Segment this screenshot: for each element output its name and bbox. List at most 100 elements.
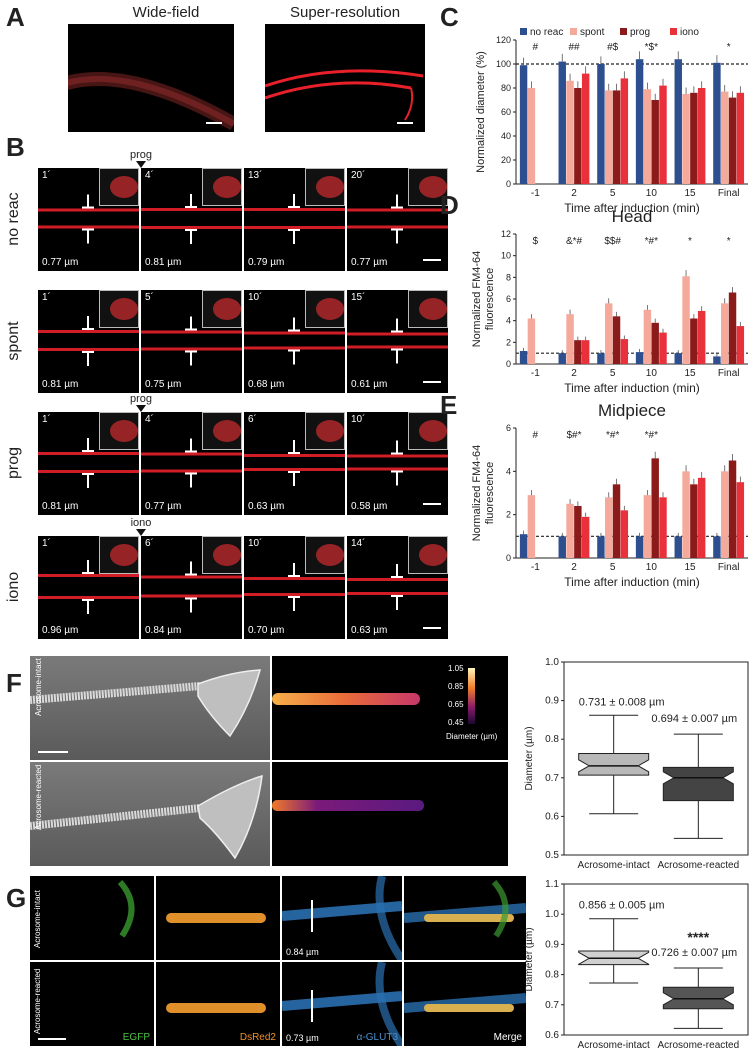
timelapse-frame: 1´ 0.96 µm — [38, 536, 139, 639]
bar-no-reac — [713, 62, 721, 184]
frame-time: 10´ — [248, 538, 263, 549]
bar-spont — [566, 503, 574, 558]
legend-label: prog — [630, 27, 650, 38]
x-tick-label: Acrosome-intact — [578, 860, 650, 871]
timelapse-frame: 10´ 0.58 µm — [347, 412, 448, 515]
legend-swatch — [670, 28, 677, 35]
bar-spont — [721, 91, 729, 184]
timelapse-frame: 4´ 0.81 µm — [141, 168, 242, 271]
colorbar-tick-3: 0.65 — [448, 700, 464, 709]
y-tick-label: 4 — [506, 466, 511, 476]
bar-prog — [612, 484, 621, 558]
bar-iono — [620, 510, 629, 558]
frame-diameter-value: 0.96 µm — [42, 625, 79, 636]
chart-f-boxplot: 0.5 0.6 0.7 0.8 0.9 1.0 Diameter (µm) 0.731 ± 0… — [524, 657, 749, 871]
stimulus-marker: prog — [127, 150, 155, 168]
fluorescence-image: DsRed2 — [156, 962, 280, 1046]
stimulus-marker: iono — [127, 518, 155, 536]
significance-label: $$# — [604, 236, 621, 247]
bar-prog — [728, 460, 737, 558]
y-tick-label: 0 — [506, 179, 511, 189]
inset-head-image — [202, 168, 242, 206]
colorbar-title: Diameter (µm) — [446, 732, 498, 741]
frame-diameter-value: 0.68 µm — [248, 379, 285, 390]
panel-letter-g: G — [6, 883, 27, 913]
y-tick-label: 6 — [506, 294, 511, 304]
frame-diameter-value: 0.61 µm — [351, 379, 388, 390]
wide-field-title: Wide-field — [132, 4, 200, 21]
x-tick-label: Acrosome-reacted — [657, 1040, 739, 1051]
y-tick-label: 0.9 — [545, 939, 559, 950]
bar-no-reac — [597, 353, 605, 364]
bar-spont — [605, 90, 613, 184]
y-tick-label: 0.7 — [545, 1000, 559, 1011]
frame-time: 1´ — [42, 538, 51, 549]
bar-no-reac — [635, 536, 644, 558]
significance-label: *$* — [645, 42, 658, 53]
legend-label: spont — [580, 27, 605, 38]
timelapse-frame: 10´ 0.70 µm — [244, 536, 345, 639]
bar-prog — [651, 322, 659, 364]
panel-letter-e: E — [440, 390, 458, 420]
timelapse-frame: 1´ 0.81 µm — [38, 412, 139, 515]
channel-label: EGFP — [122, 1032, 150, 1043]
row-label-prog: prog — [5, 446, 22, 479]
colorbar-tick-2: 0.85 — [448, 682, 464, 691]
bar-prog — [651, 458, 659, 558]
panel-letter-c: C — [440, 2, 459, 32]
marker-triangle-icon — [136, 529, 146, 536]
y-tick-label: 0.7 — [545, 773, 559, 784]
timelapse-frame: 4´ 0.77 µm — [141, 412, 242, 515]
box — [578, 752, 650, 776]
bar-iono — [581, 73, 590, 184]
bar-prog — [574, 340, 582, 364]
chart-d-head-fluorescence: Head 0 2 4 6 8 10 12 -1 $2 &*# 5 $$# 10 *#* 15 * Final * Ti… — [471, 207, 748, 395]
significance-label: &*# — [566, 236, 583, 247]
y-tick-label: 1.0 — [545, 657, 559, 668]
x-tick-label: 10 — [646, 368, 658, 379]
bar-prog — [728, 97, 737, 184]
timelapse-frame: 1´ 0.81 µm — [38, 290, 139, 393]
colorbar-tick-1: 1.05 — [448, 664, 464, 673]
x-tick-label: 2 — [571, 368, 577, 379]
y-axis-label: Diameter (µm) — [524, 726, 535, 790]
chart-c-normalized-diameter: 0 20 40 60 80 100 120 -1 #2 ## 5 #$ 10 *$* 15 Final * Tim… — [475, 27, 748, 215]
x-axis-label: Time after induction (min) — [564, 201, 700, 215]
y-axis-label: Diameter (µm) — [524, 927, 535, 991]
timelapse-frame: 10´ 0.68 µm — [244, 290, 345, 393]
frame-diameter-value: 0.81 µm — [42, 501, 79, 512]
bar-no-reac — [674, 59, 682, 185]
marker-triangle-icon — [136, 161, 146, 168]
legend-label: no reac — [530, 27, 563, 38]
bar-prog — [612, 316, 621, 364]
bar-iono — [736, 482, 745, 558]
fluorescence-image: Acrosome-reacted EGFP — [30, 962, 154, 1046]
fluorescence-image — [404, 876, 526, 960]
significance-label: # — [533, 430, 539, 441]
row-label-spont: spont — [5, 320, 22, 361]
y-tick-label: 2 — [506, 337, 511, 347]
significance-label: * — [727, 42, 731, 53]
frame-diameter-value: 0.77 µm — [42, 257, 79, 268]
bar-spont — [566, 80, 574, 184]
x-tick-label: 15 — [684, 368, 696, 379]
panel-letter-b: B — [6, 132, 25, 162]
bar-iono — [659, 497, 667, 558]
fluorescence-image: 0.73 µm α-GLUT3 — [282, 962, 402, 1046]
significance-label: *#* — [645, 430, 658, 441]
bar-spont — [682, 471, 690, 558]
timelapse-frame: 6´ 0.84 µm — [141, 536, 242, 639]
colorbar-tick-4: 0.45 — [448, 718, 464, 727]
x-tick-label: Acrosome-intact — [578, 1040, 650, 1051]
frame-diameter-value: 0.70 µm — [248, 625, 285, 636]
bar-iono — [697, 477, 706, 558]
y-tick-label: 6 — [506, 423, 511, 433]
x-tick-label: 2 — [571, 562, 577, 573]
row-label-g: Acrosome-reacted — [33, 968, 42, 1034]
fluorescence-image: Merge — [404, 962, 526, 1046]
sem-acrosome-reacted: Acrosome-reacted — [30, 762, 270, 866]
inset-head-image — [408, 168, 448, 206]
glut3-diameter-value: 0.73 µm — [286, 1033, 319, 1043]
diameter-map-reacted — [272, 762, 508, 866]
y-tick-label: 0.6 — [545, 811, 559, 822]
